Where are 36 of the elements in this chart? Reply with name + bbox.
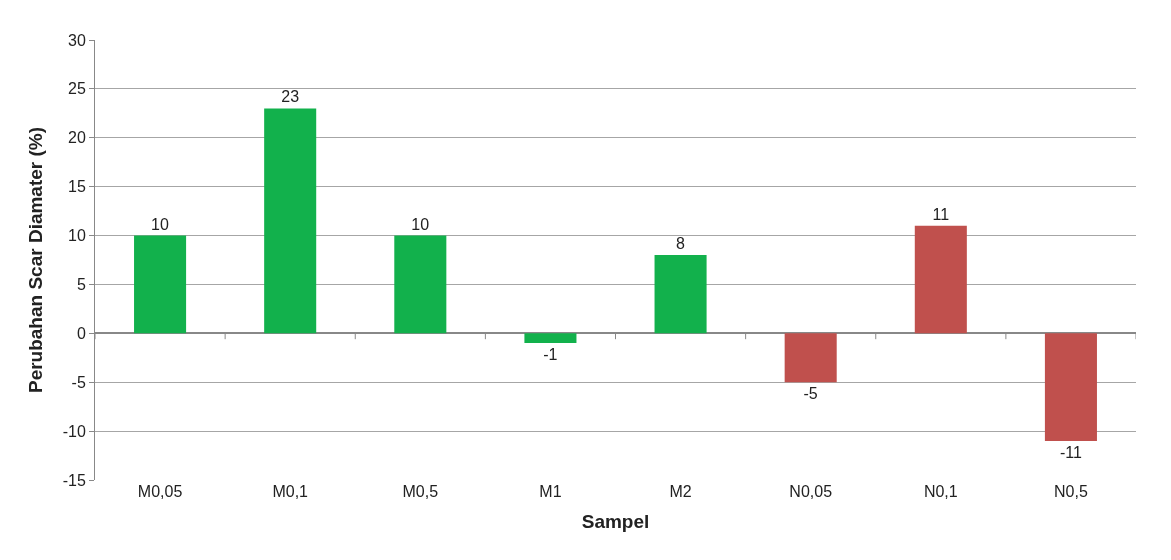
data-label: 8 <box>676 235 686 253</box>
bar <box>654 255 707 334</box>
y-tick-label: 20 <box>68 129 86 147</box>
data-label: 10 <box>151 215 170 233</box>
bar <box>134 235 187 334</box>
y-tick-label: 0 <box>76 324 86 342</box>
data-label: -11 <box>1059 443 1082 461</box>
bar <box>784 333 837 383</box>
bar <box>524 333 577 344</box>
x-tick-label: M2 <box>669 483 692 500</box>
y-tick-label: 5 <box>76 276 86 294</box>
bar <box>264 108 317 334</box>
y-tick-label: 25 <box>68 80 86 98</box>
y-tick-label: -5 <box>71 373 86 391</box>
data-label: 11 <box>932 205 950 223</box>
y-tick-label: -10 <box>62 422 86 440</box>
y-tick-label: 30 <box>68 31 86 49</box>
x-tick-label: M0,5 <box>402 483 439 500</box>
data-label: -1 <box>543 346 558 364</box>
x-tick-label: M1 <box>539 483 562 500</box>
data-label: -5 <box>803 385 818 403</box>
x-axis-title: Sampel <box>581 510 650 532</box>
y-tick-label: 15 <box>68 178 86 196</box>
x-tick-label: N0,1 <box>923 483 958 500</box>
bar <box>914 225 967 334</box>
y-tick-label: -15 <box>62 471 86 489</box>
bar <box>394 235 447 334</box>
x-tick-label: N0,5 <box>1054 483 1088 500</box>
x-tick-label: N0,05 <box>789 483 833 500</box>
x-tick-label: M0,1 <box>272 483 309 500</box>
bar <box>1044 333 1097 441</box>
y-axis-title: Perubahan Scar Diamater (%) <box>24 126 46 394</box>
x-tick-label: M0,05 <box>137 483 183 500</box>
data-label: 23 <box>281 88 300 106</box>
data-label: 10 <box>411 215 430 233</box>
y-tick-label: 10 <box>68 227 86 245</box>
